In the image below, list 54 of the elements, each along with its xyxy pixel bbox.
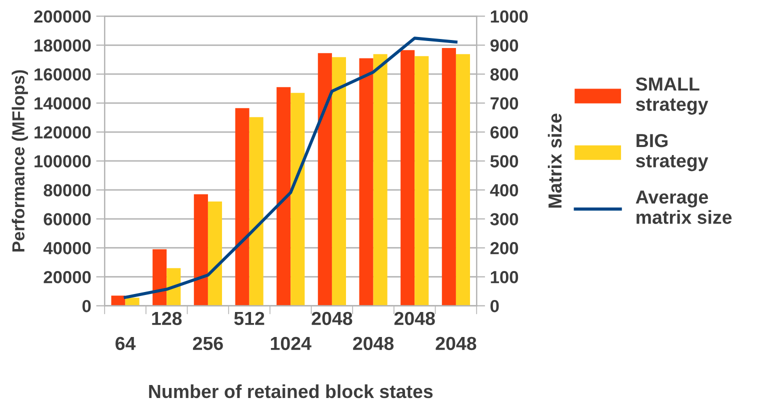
bar [194,194,208,306]
y-tick-label: 180000 [34,39,91,52]
x-tick-label: 1024 [270,336,312,350]
bar [111,296,126,306]
bar [359,58,374,306]
y2-tick-label: 600 [490,126,518,138]
y-tick-label: 80000 [44,184,91,196]
y2-tick-label: 300 [490,213,518,226]
y-tick-label: 0 [82,300,91,312]
y-tick-label: 100000 [34,155,91,168]
y2-tick-label: 0 [490,300,499,312]
y-axis-title: Performance (MFlops) [12,70,28,252]
x-tick-label: 2048 [394,312,435,326]
x-tick-label: 256 [192,336,223,350]
x-tick-label: 2048 [353,336,394,350]
y2-tick-label: 900 [490,39,518,52]
bar [276,87,291,306]
y-tick-label: 60000 [44,213,91,226]
y-tick-label: 120000 [34,126,91,138]
x-tick-label: 2048 [312,312,352,326]
y2-tick-label: 800 [490,68,518,81]
x-tick-label: 64 [116,336,136,350]
bar [400,50,415,306]
bar [235,108,250,306]
bar [456,54,470,306]
x-tick-label: 2048 [436,336,476,350]
bar [373,54,388,306]
y2-tick-label: 200 [490,242,518,254]
x-tick-label: 128 [152,312,182,326]
y2-tick-label: 1000 [490,10,528,23]
y2-tick-label: 400 [490,184,518,196]
legend-label: SMALL strategy [636,77,708,115]
y2-tick-label: 100 [490,270,518,284]
y2-tick-label: 500 [490,155,518,168]
y2-axis-title: Matrix size [548,114,562,208]
legend-label: Average matrix size [636,190,732,224]
x-tick-label: 512 [234,312,264,326]
bar [332,57,346,306]
y-tick-label: 20000 [44,270,91,284]
bar [290,92,305,306]
y-tick-label: 140000 [34,97,91,110]
bar [152,249,167,306]
y-tick-label: 160000 [34,68,91,81]
y-tick-label: 200000 [34,10,91,23]
x-axis-title: Number of retained block states [149,384,433,398]
y2-tick-label: 700 [490,97,518,110]
bar [249,117,264,306]
bar [318,53,332,306]
y-tick-label: 40000 [43,242,91,254]
bar [442,48,456,306]
line-series [124,36,458,299]
bar [208,202,222,306]
legend-label: BIG strategy [636,134,708,172]
bar [414,56,429,306]
